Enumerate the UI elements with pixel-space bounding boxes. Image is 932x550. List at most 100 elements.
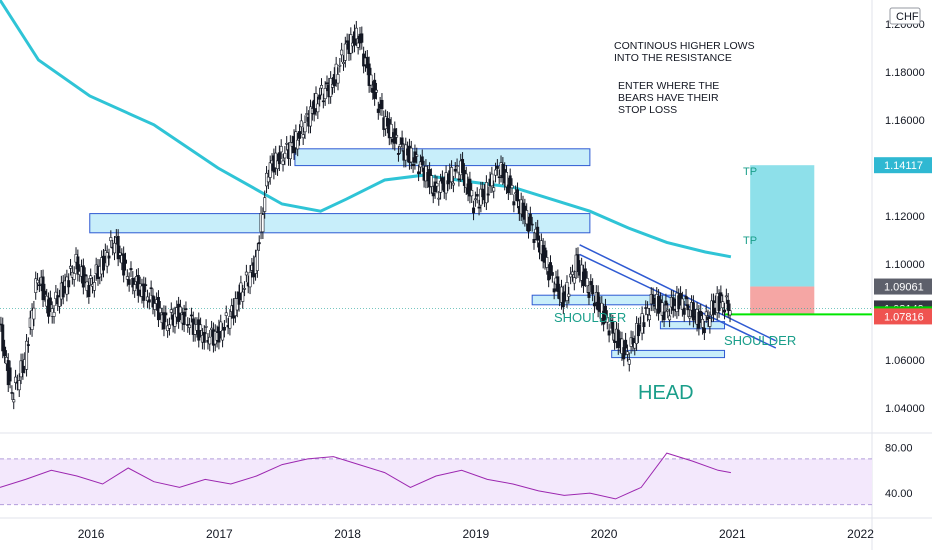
candle-body — [461, 158, 465, 174]
candle-body — [334, 63, 338, 80]
candle-body — [497, 176, 501, 179]
candle-body — [415, 154, 419, 157]
candle-body — [305, 113, 309, 115]
candle-body — [241, 291, 245, 302]
shoulder-box — [659, 321, 726, 330]
price-tick-label: 1.16000 — [885, 115, 925, 127]
candle-body — [413, 151, 417, 163]
candle-body — [596, 292, 600, 311]
candle-body — [276, 160, 280, 170]
candle-body — [530, 223, 534, 226]
candle-body — [125, 276, 129, 280]
label-tp-1: TP — [743, 166, 757, 178]
candle-body — [724, 295, 728, 298]
candle-body — [274, 152, 278, 169]
candle-body — [52, 312, 56, 317]
candle-body — [228, 316, 232, 329]
candle-body — [395, 134, 399, 138]
candle-body — [341, 62, 345, 64]
candle-body — [373, 79, 377, 99]
candle-body — [565, 282, 569, 301]
candle-body — [41, 276, 45, 301]
candle-body — [3, 346, 7, 357]
candle-body — [699, 310, 703, 317]
candle-body — [87, 285, 91, 297]
candle-body — [321, 100, 325, 103]
candle-body — [323, 88, 327, 100]
candle-body — [369, 74, 373, 86]
candle-body — [239, 282, 243, 294]
candle-body — [550, 272, 554, 276]
candle-body — [686, 304, 690, 311]
candle-body — [472, 207, 476, 214]
candle-body — [129, 268, 133, 271]
candle-body — [102, 255, 106, 271]
candle-body — [647, 314, 651, 321]
candle-body — [603, 305, 607, 317]
candle-body — [43, 290, 47, 295]
time-tick-label: 2017 — [206, 527, 233, 541]
candle-body — [243, 288, 247, 290]
candle-body — [217, 326, 221, 343]
candle-body — [662, 311, 666, 321]
candle-body — [624, 339, 628, 349]
candle-body — [380, 99, 384, 110]
candle-body — [543, 247, 547, 263]
candle-body — [525, 210, 529, 225]
price-label-box — [874, 157, 932, 174]
candle-body — [585, 278, 589, 287]
candle-body — [122, 253, 126, 276]
candle-body — [76, 256, 80, 275]
candle-body — [567, 293, 571, 297]
candle-body — [420, 156, 424, 165]
candle-body — [210, 327, 214, 330]
price-label-box — [874, 278, 932, 295]
candle-body — [257, 242, 261, 245]
candle-body — [343, 43, 347, 61]
rsi-tick-label: 40.00 — [885, 488, 913, 500]
candle-body — [32, 307, 36, 320]
candle-body — [244, 271, 248, 276]
rsi-tick-label: 80.00 — [885, 442, 913, 454]
candle-body — [92, 282, 96, 291]
candle-body — [642, 322, 646, 328]
price-label-box — [874, 308, 932, 325]
candle-body — [8, 367, 12, 382]
candle-body — [607, 330, 611, 336]
trendline-upper — [579, 244, 777, 342]
candle-body — [21, 360, 25, 373]
candle-body — [127, 279, 131, 285]
candle-body — [149, 287, 153, 290]
candle-body — [660, 302, 664, 316]
candle-body — [609, 319, 613, 322]
moving-average-line — [0, 0, 732, 259]
candle-body — [636, 324, 640, 337]
candle-body — [646, 308, 650, 315]
candle-body — [429, 175, 433, 187]
candle-body — [708, 318, 712, 327]
candle-body — [620, 338, 624, 354]
candle-body — [36, 279, 40, 284]
price-tick-label: 1.12000 — [885, 211, 925, 223]
candle-body — [116, 236, 120, 260]
candle-body — [279, 146, 283, 153]
candle-body — [451, 182, 455, 186]
price-candles — [0, 20, 732, 410]
candle-body — [625, 351, 629, 355]
price-label-text: 1.07816 — [884, 311, 924, 323]
candle-body — [61, 282, 65, 298]
candle-body — [182, 311, 186, 326]
candle-body — [199, 324, 203, 331]
rsi-line — [0, 452, 731, 500]
candle-body — [702, 327, 706, 334]
candle-body — [288, 142, 292, 160]
candle-body — [133, 284, 137, 292]
candle-body — [688, 316, 692, 319]
time-tick-label: 2020 — [591, 527, 618, 541]
price-tick-label: 1.06000 — [885, 355, 925, 367]
candle-body — [435, 183, 439, 187]
candle-body — [651, 294, 655, 305]
candle-body — [309, 106, 313, 127]
candle-body — [556, 276, 560, 292]
